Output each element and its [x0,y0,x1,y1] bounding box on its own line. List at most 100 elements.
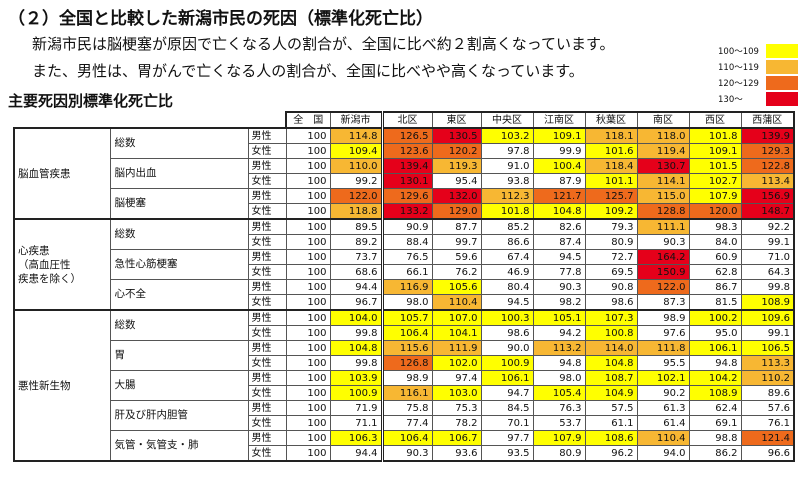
value-cell: 80.9 [532,445,586,462]
value-cell: 86.7 [688,279,742,295]
value-cell: 100 [285,158,331,174]
value-cell: 94.5 [480,294,534,311]
value-cell: 109.6 [740,309,795,326]
sex-label: 女性 [247,173,287,189]
value-cell: 62.8 [688,264,742,280]
value-cell: 129.0 [431,203,482,220]
value-cell: 113.2 [532,340,586,356]
cause-group-label-line: 心疾患 [18,244,50,257]
table-row: 女性 100 100.9 116.1 103.0 94.7 105.4 104.9 90.2 10… [14,385,795,401]
value-cell: 121.7 [532,188,586,204]
value-cell: 71.1 [329,415,383,431]
value-cell: 76.1 [740,415,795,431]
value-cell: 128.8 [636,203,690,220]
value-cell: 85.2 [480,218,534,235]
value-cell: 100 [285,188,331,204]
value-cell: 80.9 [584,234,638,250]
table-row: 悪性新生物 総数 男性 100 104.0 105.7 107.0 100.3 105.1 107… [13,309,795,462]
sex-label: 男性 [247,218,287,235]
value-cell: 102.1 [636,370,690,386]
legend-entry: 110～119 [718,59,798,74]
value-cell: 95.4 [431,173,482,189]
value-cell: 105.7 [380,309,433,326]
value-cell: 103.9 [329,370,383,386]
value-cell: 126.5 [380,127,433,144]
value-cell: 110.4 [431,294,482,311]
value-cell: 89.2 [329,234,383,250]
value-cell: 90.3 [532,279,586,295]
cause-label: 肝及び肝内胆管 [109,400,249,431]
value-cell: 122.0 [329,188,383,204]
cause-label: 大腸 [109,370,249,401]
value-cell: 106.4 [380,325,433,341]
value-cell: 110.4 [636,430,690,446]
value-cell: 57.5 [584,400,638,416]
value-cell: 94.0 [636,445,690,462]
sex-label: 男性 [247,249,287,265]
value-cell: 98.6 [584,294,638,311]
value-cell: 57.6 [740,400,795,416]
sex-label: 女性 [247,143,287,159]
sex-label: 男性 [247,188,287,204]
value-cell: 100 [285,415,331,431]
value-cell: 102.7 [688,173,742,189]
sex-label: 男性 [247,127,287,144]
value-cell: 150.9 [636,264,690,280]
value-cell: 97.6 [636,325,690,341]
value-cell: 64.3 [740,264,795,280]
cause-group-label-line: 疾患を除く） [18,272,81,285]
value-cell: 99.1 [740,325,795,341]
value-cell: 95.0 [688,325,742,341]
legend-label: 110～119 [718,62,759,73]
value-cell: 46.9 [480,264,534,280]
value-cell: 98.3 [688,218,742,235]
cause-label: 急性心筋梗塞 [109,249,249,280]
value-cell: 86.6 [480,234,534,250]
value-cell: 123.6 [380,143,433,159]
value-cell: 90.2 [636,385,690,401]
value-cell: 99.7 [431,234,482,250]
value-cell: 94.4 [329,279,383,295]
value-cell: 133.2 [380,203,433,220]
value-cell: 87.7 [431,218,482,235]
sex-label: 女性 [247,203,287,220]
column-header: 南区 [636,111,690,129]
value-cell: 87.4 [532,234,586,250]
value-cell: 156.9 [740,188,795,204]
value-cell: 100 [285,385,331,401]
cause-label: 総数 [109,218,249,250]
value-cell: 120.0 [688,203,742,220]
value-cell: 106.1 [480,370,534,386]
legend-label: 120～129 [718,78,759,89]
column-header: 西区 [688,111,742,129]
value-cell: 101.8 [480,203,534,220]
legend-entry: 130～ [718,91,798,106]
value-cell: 100.9 [329,385,383,401]
intro-line-1: 新潟市民は脳梗塞が原因で亡くなる人の割合が、全国に比べ約２割高くなっています。 [32,35,615,53]
value-cell: 113.4 [740,173,795,189]
section-heading: （２）全国と比較した新潟市民の死因（標準化死亡比） [8,9,433,29]
value-cell: 72.7 [584,249,638,265]
value-cell: 100 [285,340,331,356]
table-row: 心不全 男性 100 94.4 116.9 105.6 80.4 90.3 90.8 122.0 8… [14,279,795,311]
value-cell: 148.7 [740,203,795,220]
cause-label: 脳内出血 [109,158,249,189]
cause-label: 総数 [109,127,249,159]
sex-label: 女性 [247,234,287,250]
value-cell: 108.9 [740,294,795,311]
value-cell: 66.1 [380,264,433,280]
value-cell: 98.0 [380,294,433,311]
value-cell: 108.9 [688,385,742,401]
value-cell: 114.1 [636,173,690,189]
value-cell: 98.8 [688,430,742,446]
value-cell: 98.9 [380,370,433,386]
value-cell: 94.4 [329,445,383,462]
value-cell: 122.8 [740,158,795,174]
value-cell: 126.8 [380,355,433,371]
table-row: 心疾患 （高血圧性 疾患を除く） 総数 男性 100 89.5 90.9 87.7 85.2 82.… [13,218,795,311]
value-cell: 101.6 [584,143,638,159]
sex-label: 男性 [247,279,287,295]
value-cell: 130.5 [431,127,482,144]
value-cell: 61.4 [636,415,690,431]
value-cell: 107.0 [431,309,482,326]
